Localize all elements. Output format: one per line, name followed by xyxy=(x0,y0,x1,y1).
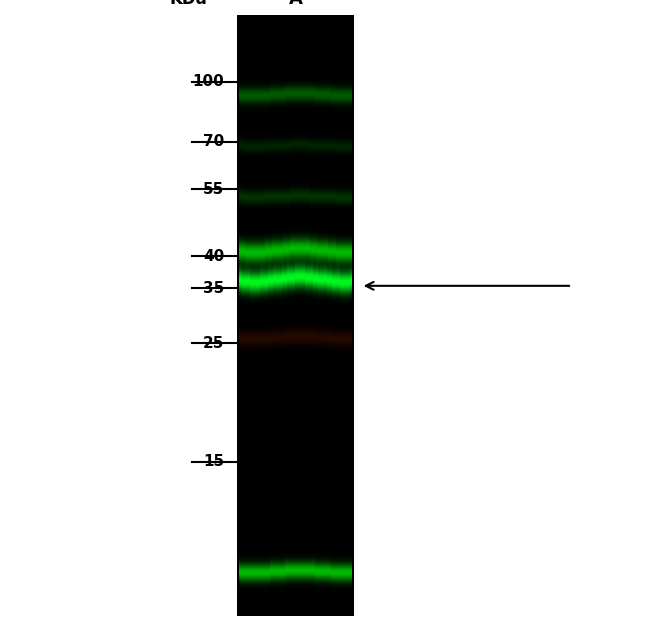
Text: 70: 70 xyxy=(203,134,224,149)
Bar xyxy=(237,16,354,616)
Text: 15: 15 xyxy=(203,454,224,470)
Text: 100: 100 xyxy=(192,74,224,89)
Text: 40: 40 xyxy=(203,249,224,264)
Text: A: A xyxy=(289,0,303,8)
Text: KDa: KDa xyxy=(170,0,207,8)
Text: 25: 25 xyxy=(203,336,224,351)
Text: 35: 35 xyxy=(203,281,224,296)
Text: 55: 55 xyxy=(203,182,224,197)
